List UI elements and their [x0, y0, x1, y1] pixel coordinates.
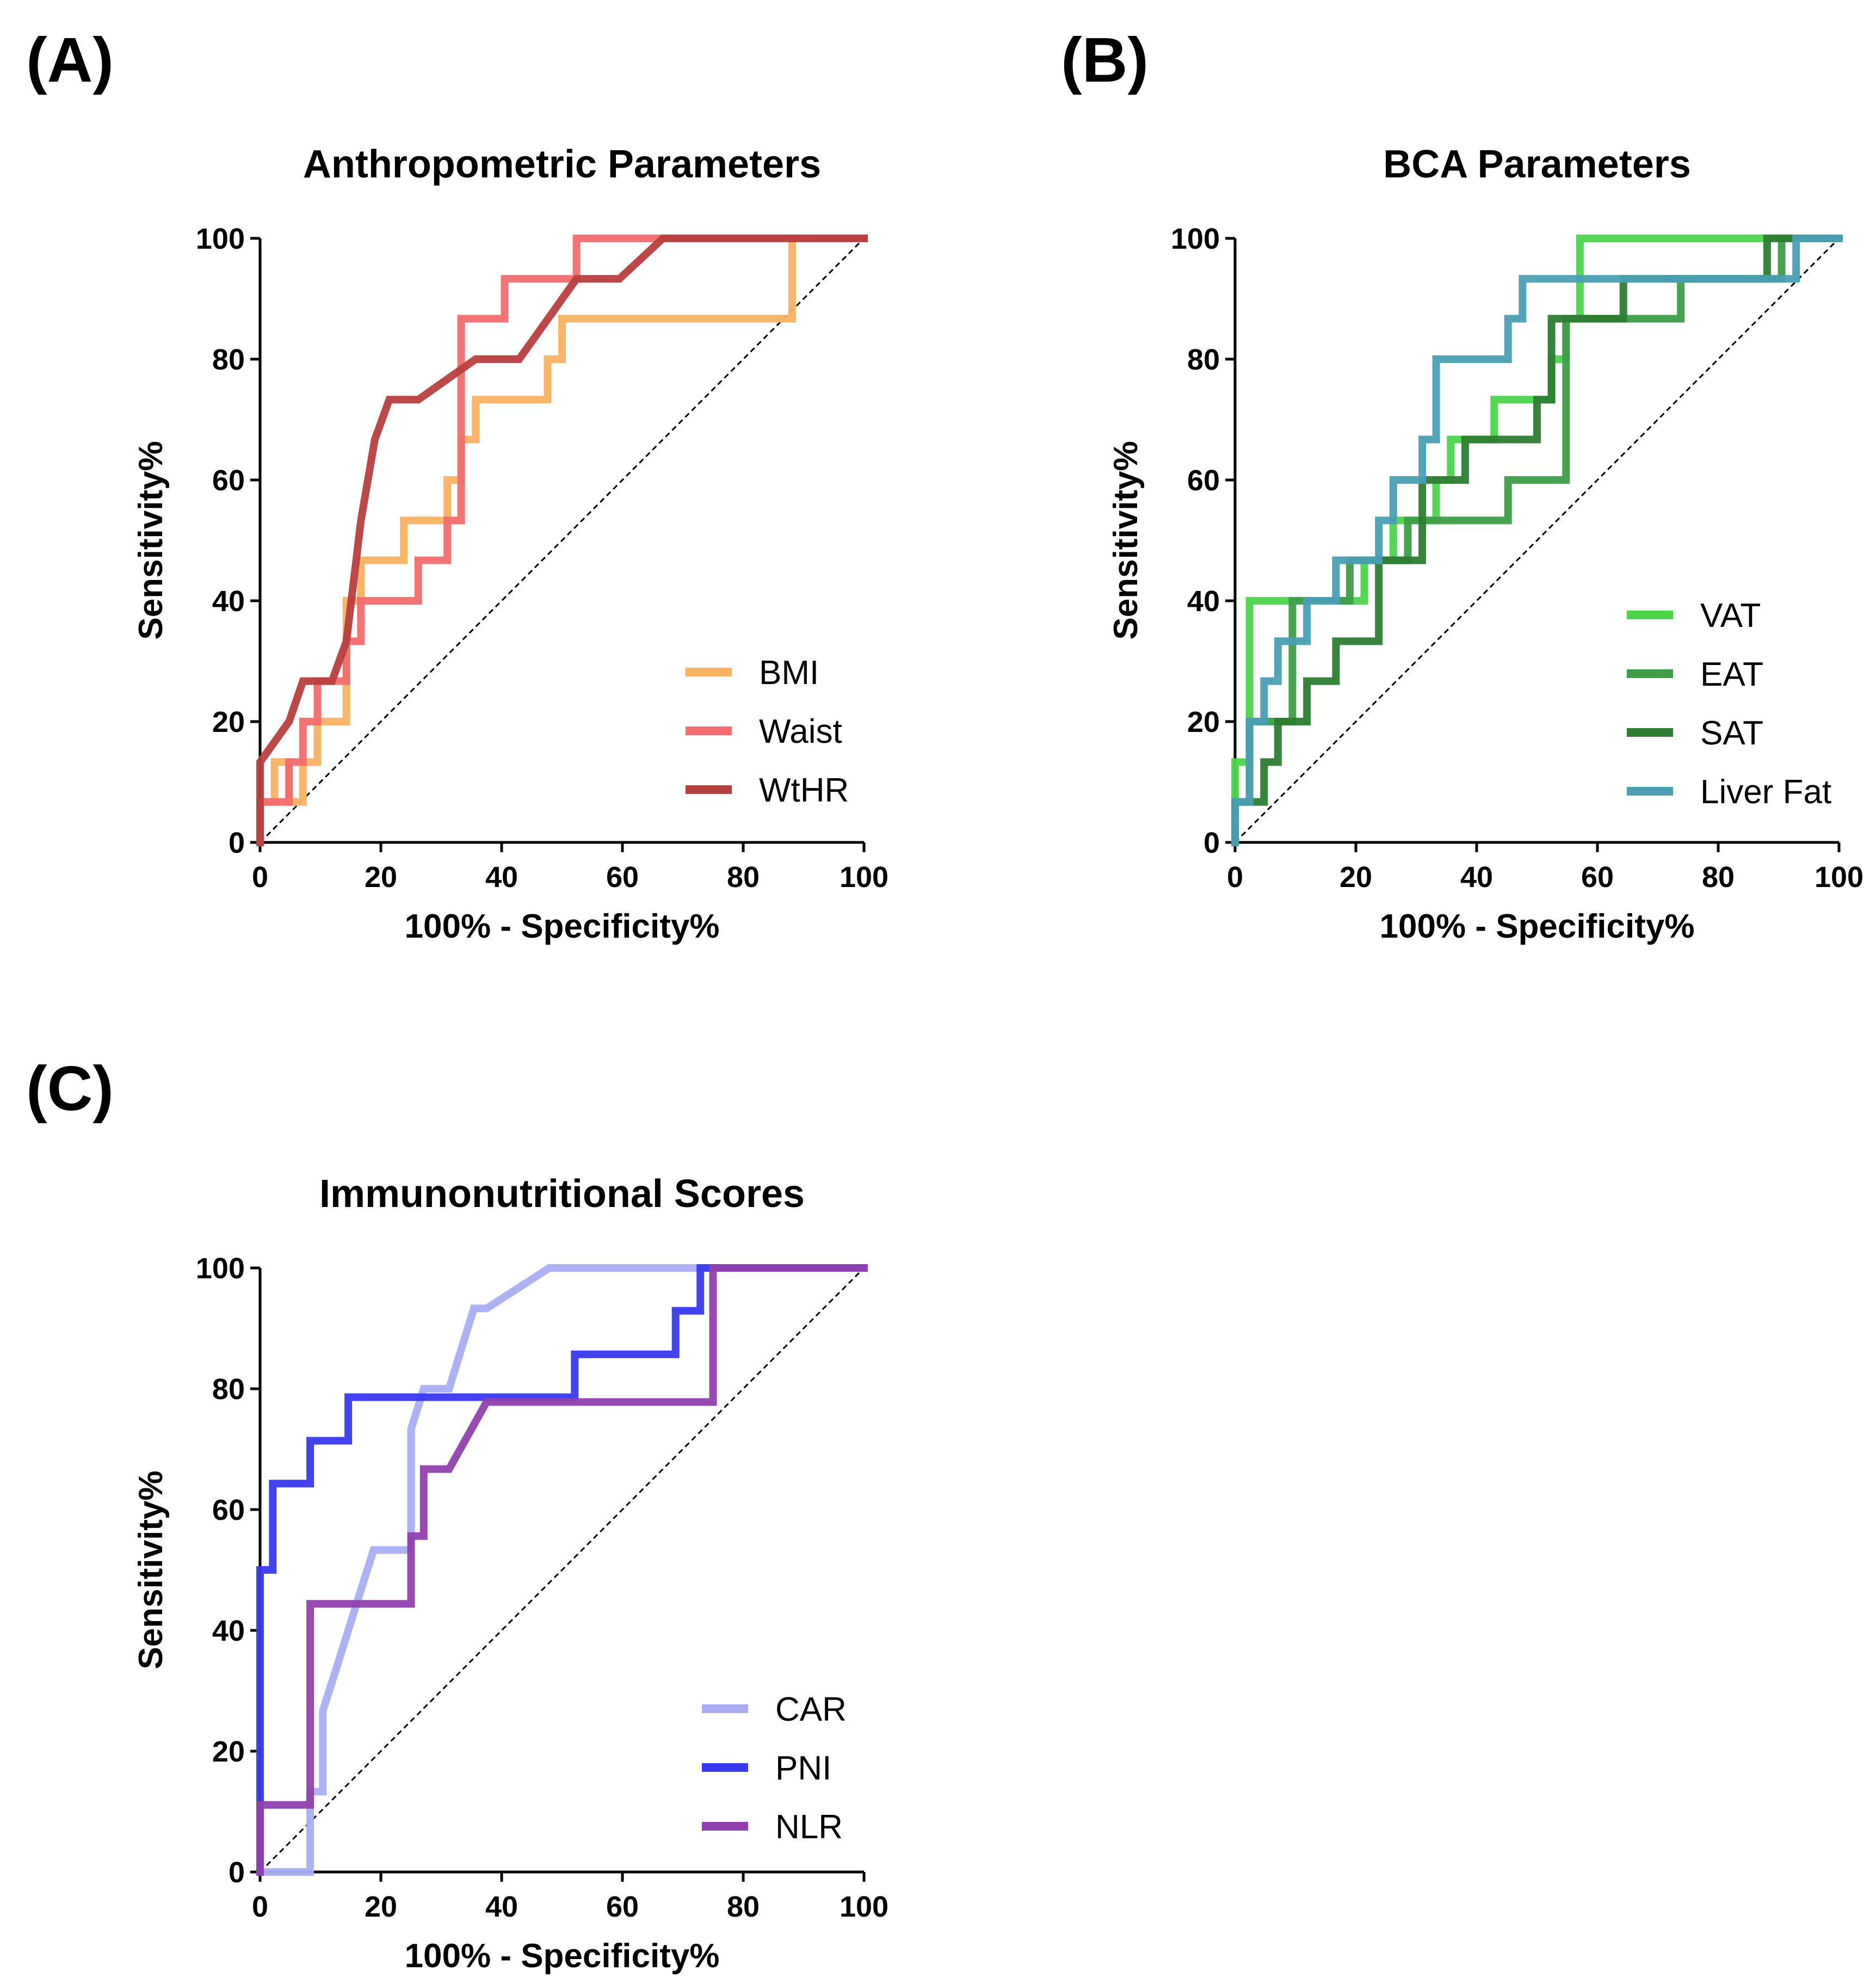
- roc-line-wthr: [256, 235, 868, 846]
- roc-line-pni: [256, 1264, 868, 1876]
- y-tick-label: 80: [1187, 343, 1220, 376]
- legend-label-eat: EAT: [1700, 656, 1763, 693]
- y-tick-label: 100: [1171, 223, 1220, 255]
- y-tick-label: 20: [212, 1735, 245, 1768]
- chart-title: Anthropometric Parameters: [303, 143, 821, 186]
- reference-diagonal-line: [259, 1267, 865, 1873]
- x-axis-label: 100% - Specificity%: [405, 1937, 720, 1975]
- legend-label-wthr: WtHR: [759, 772, 849, 809]
- y-tick-label: 20: [1187, 706, 1220, 738]
- chart-title: Immunonutritional Scores: [319, 1172, 805, 1216]
- x-tick-label: 40: [485, 861, 518, 894]
- x-tick-label: 40: [485, 1890, 518, 1923]
- legend-label-car: CAR: [775, 1691, 847, 1728]
- x-axis-label: 100% - Specificity%: [1380, 908, 1695, 945]
- y-tick-label: 40: [212, 1615, 245, 1647]
- legend-label-bmi: BMI: [759, 654, 819, 692]
- chart-bca-parameters: BCA Parameters 0 20 40 60 80 100 0 20 40 60 80 100 10…: [1107, 143, 1863, 945]
- legend-label-pni: PNI: [775, 1750, 831, 1787]
- x-tick-label: 60: [1581, 861, 1614, 894]
- roc-line-car: [256, 1264, 868, 1876]
- roc-line-waist: [256, 235, 868, 846]
- y-tick-label: 60: [212, 464, 245, 497]
- roc-line-liver-fat: [1231, 235, 1843, 846]
- reference-diagonal-line: [1234, 237, 1840, 843]
- y-tick-label: 100: [196, 223, 245, 255]
- x-tick-label: 60: [606, 861, 639, 894]
- y-tick-label: 100: [196, 1252, 245, 1285]
- legend-label-waist: Waist: [759, 713, 842, 750]
- chart-immunonutritional-scores: Immunonutritional Scores 0 20 40 60 80 100 0 20 4…: [132, 1172, 888, 1975]
- x-tick-label: 100: [840, 1890, 888, 1923]
- y-tick-label: 0: [229, 827, 245, 859]
- chart-title: BCA Parameters: [1383, 143, 1691, 186]
- y-tick-label: 80: [212, 1373, 245, 1406]
- legend-label-nlr: NLR: [775, 1808, 843, 1846]
- y-tick-label: 0: [1204, 827, 1220, 859]
- y-tick-label: 60: [212, 1494, 245, 1526]
- x-tick-label: 20: [365, 1890, 397, 1923]
- y-tick-label: 20: [212, 706, 245, 738]
- x-tick-label: 100: [1815, 861, 1863, 894]
- x-tick-label: 60: [606, 1890, 639, 1923]
- y-tick-label: 0: [229, 1856, 245, 1889]
- chart-anthropometric-parameters: Anthropometric Parameters 0 20 40 60 80 100 0 20…: [132, 143, 888, 945]
- x-axis-label: 100% - Specificity%: [405, 908, 720, 945]
- legend: VAT EAT SAT Liver Fat: [1627, 597, 1831, 811]
- y-tick-label: 40: [212, 585, 245, 618]
- x-tick-label: 80: [727, 1890, 760, 1923]
- legend: CAR PNI NLR: [702, 1691, 847, 1846]
- x-tick-label: 100: [840, 861, 888, 894]
- legend-label-liver-fat: Liver Fat: [1700, 773, 1831, 811]
- roc-line-sat: [1231, 235, 1843, 846]
- x-tick-label: 0: [252, 861, 268, 894]
- legend: BMI Waist WtHR: [686, 654, 849, 809]
- panel-label-b: (B): [1061, 24, 1149, 95]
- y-axis-label: Sensitivity%: [132, 441, 170, 639]
- x-tick-label: 0: [1227, 861, 1243, 894]
- legend-label-sat: SAT: [1700, 715, 1763, 752]
- y-axis-label: Sensitivity%: [1107, 441, 1145, 639]
- roc-line-nlr: [256, 1264, 868, 1876]
- x-tick-label: 80: [1702, 861, 1735, 894]
- x-tick-label: 20: [1340, 861, 1372, 894]
- reference-diagonal-line: [259, 237, 865, 843]
- x-tick-label: 0: [252, 1890, 268, 1923]
- legend-label-vat: VAT: [1700, 597, 1761, 635]
- y-tick-label: 80: [212, 343, 245, 376]
- panel-label-c: (C): [26, 1053, 114, 1124]
- x-tick-label: 20: [365, 861, 397, 894]
- y-axis-label: Sensitivity%: [132, 1470, 170, 1669]
- panel-label-a: (A): [26, 24, 114, 95]
- x-tick-label: 40: [1460, 861, 1493, 894]
- y-tick-label: 60: [1187, 464, 1220, 497]
- y-tick-label: 40: [1187, 585, 1220, 618]
- x-tick-label: 80: [727, 861, 760, 894]
